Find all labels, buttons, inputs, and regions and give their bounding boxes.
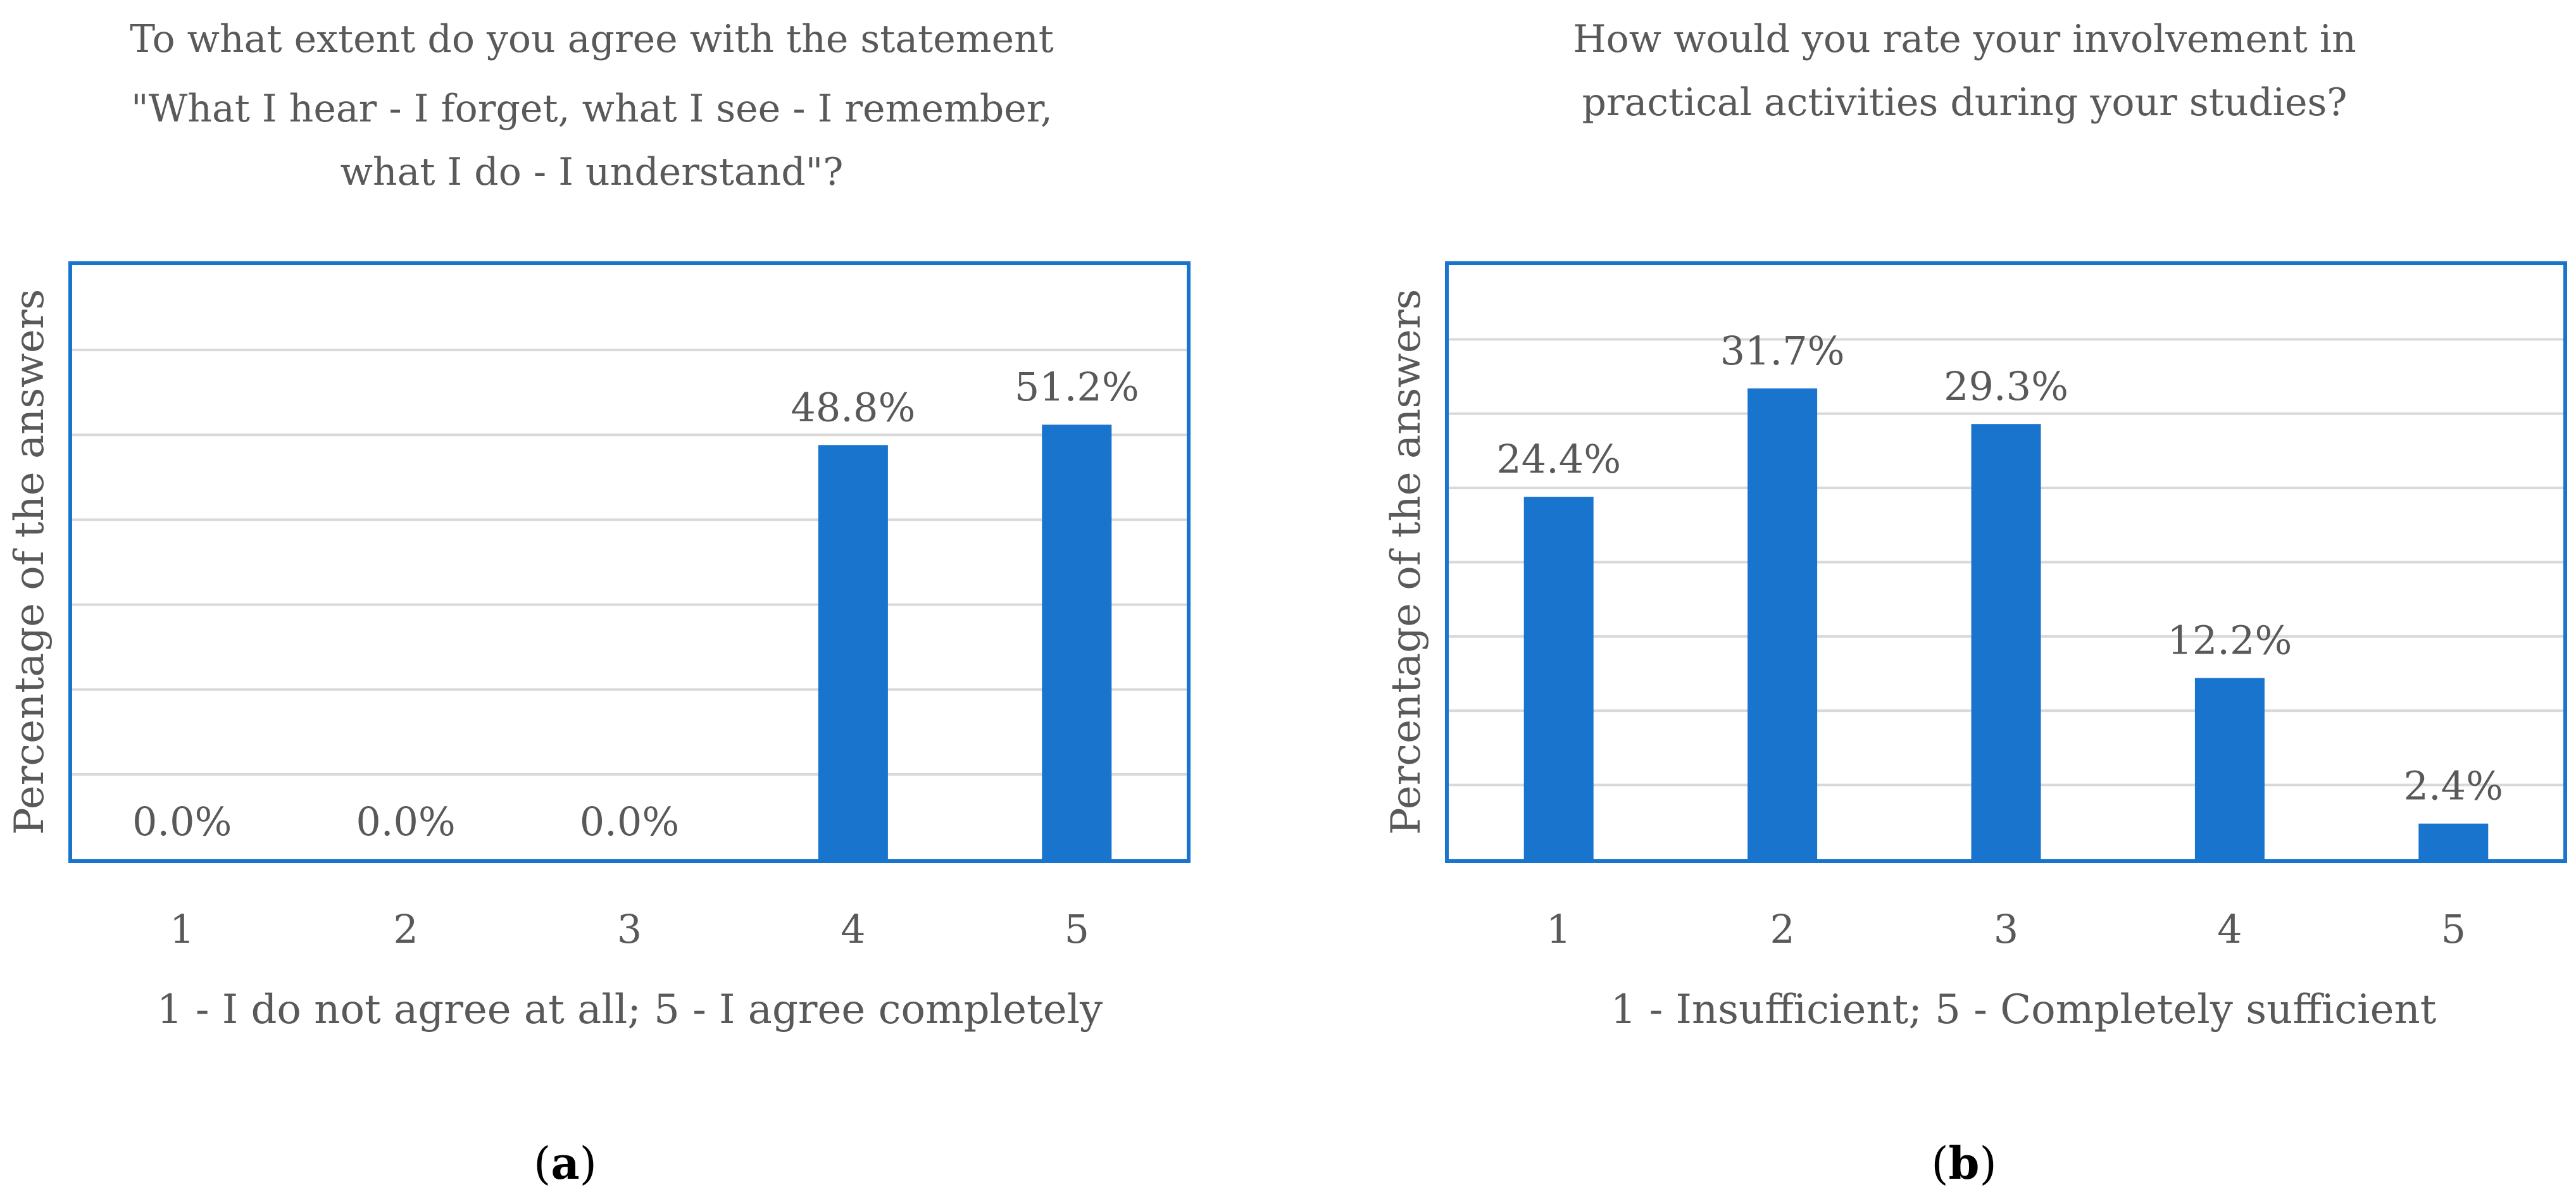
chart-b-bar-3 bbox=[1971, 424, 2041, 859]
panel-label-b-open: ( bbox=[1931, 1138, 1948, 1190]
chart-a-x-tick-3: 3 bbox=[617, 906, 642, 952]
chart-b-y-axis-title: Percentage of the answers bbox=[1383, 289, 1430, 835]
chart-a-title-line-2: "What I hear - I forget, what I see - I … bbox=[131, 87, 1053, 131]
chart-b-x-tick-1: 1 bbox=[1546, 906, 1571, 952]
chart-b-bar-4 bbox=[2194, 678, 2265, 859]
chart-a-data-label-1: 0.0% bbox=[132, 798, 232, 845]
chart-b-data-label-1: 24.4% bbox=[1496, 436, 1621, 482]
panel-label-b: (b) bbox=[1931, 1137, 1997, 1190]
chart-b-x-tick-4: 4 bbox=[2217, 906, 2242, 952]
panel-label-a-letter: a bbox=[551, 1137, 579, 1190]
chart-b-x-tick-labels: 1 2 3 4 5 bbox=[1546, 906, 2466, 952]
chart-a-gridlines bbox=[70, 349, 1189, 776]
chart-b-x-tick-2: 2 bbox=[1770, 906, 1794, 952]
chart-b-data-label-3: 29.3% bbox=[1944, 363, 2068, 409]
chart-a-x-axis-title: 1 - I do not agree at all; 5 - I agree c… bbox=[157, 986, 1103, 1033]
chart-a-data-label-3: 0.0% bbox=[580, 798, 680, 845]
chart-b-x-tick-3: 3 bbox=[1994, 906, 2018, 952]
chart-a-x-tick-2: 2 bbox=[393, 906, 418, 952]
chart-a-bars bbox=[818, 425, 1112, 859]
chart-a-x-tick-4: 4 bbox=[841, 906, 865, 952]
chart-b-plot-frame bbox=[1445, 261, 2567, 863]
chart-a-x-tick-5: 5 bbox=[1065, 906, 1089, 952]
panel-label-b-close: ) bbox=[1979, 1138, 1996, 1190]
chart-a-bar-4 bbox=[818, 445, 888, 859]
chart-b-data-label-5: 2.4% bbox=[2404, 763, 2504, 809]
chart-a-data-labels: 0.0% 0.0% 0.0% 48.8% 51.2% bbox=[132, 364, 1139, 845]
chart-a-plot-frame bbox=[68, 261, 1191, 863]
chart-b-x-tick-5: 5 bbox=[2441, 906, 2466, 952]
panel-label-a: (a) bbox=[534, 1137, 597, 1190]
chart-panel-b: How would you rate your involvement in p… bbox=[1383, 17, 2567, 1190]
chart-b-bar-2 bbox=[1748, 388, 1818, 859]
chart-b-bar-5 bbox=[2418, 823, 2489, 859]
chart-a-bar-5 bbox=[1042, 425, 1112, 859]
chart-b-data-label-4: 12.2% bbox=[2167, 618, 2292, 664]
chart-b-title-line-1: How would you rate your involvement in bbox=[1573, 17, 2356, 61]
chart-b-title-line-2: practical activities during your studies… bbox=[1582, 80, 2348, 125]
chart-b-x-axis-title: 1 - Insufficient; 5 - Completely suffici… bbox=[1611, 986, 2437, 1033]
chart-panel-a: To what extent do you agree with the sta… bbox=[6, 17, 1191, 1190]
chart-b-bars bbox=[1523, 388, 2489, 859]
chart-a-title-line-1: To what extent do you agree with the sta… bbox=[130, 17, 1054, 61]
chart-b-data-label-2: 31.7% bbox=[1720, 328, 1845, 374]
chart-a-data-label-2: 0.0% bbox=[356, 798, 456, 845]
panel-label-b-letter: b bbox=[1949, 1137, 1980, 1190]
chart-a-x-tick-1: 1 bbox=[170, 906, 194, 952]
chart-a-data-label-4: 48.8% bbox=[791, 384, 915, 430]
chart-b-data-labels: 24.4% 31.7% 29.3% 12.2% 2.4% bbox=[1496, 328, 2503, 809]
chart-a-y-axis-title: Percentage of the answers bbox=[6, 289, 53, 835]
panel-label-a-open: ( bbox=[534, 1138, 551, 1190]
chart-a-x-tick-labels: 1 2 3 4 5 bbox=[170, 906, 1089, 952]
chart-a-title-line-3: what I do - I understand"? bbox=[341, 150, 844, 194]
chart-b-bar-1 bbox=[1523, 497, 1594, 859]
panel-label-a-close: ) bbox=[580, 1138, 597, 1190]
chart-a-data-label-5: 51.2% bbox=[1015, 364, 1139, 410]
